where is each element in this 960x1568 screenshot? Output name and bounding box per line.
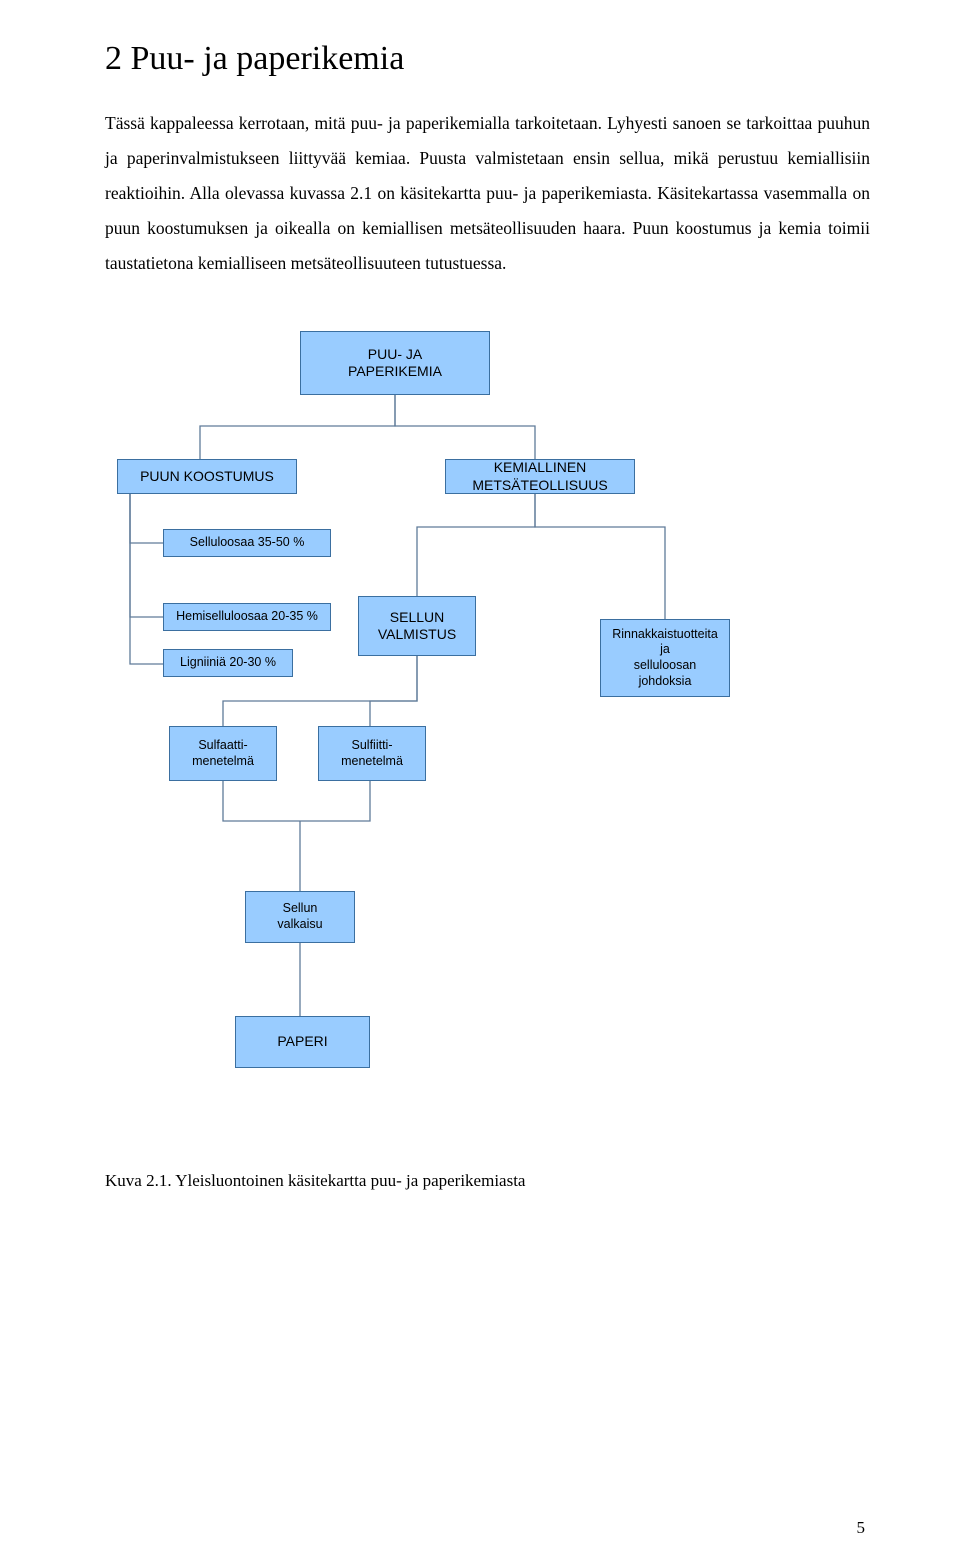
node-sellun-valkaisu: Sellunvalkaisu [245, 891, 355, 943]
node-paperi: PAPERI [235, 1016, 370, 1068]
node-hemiselluloosa: Hemiselluloosaa 20-35 % [163, 603, 331, 631]
node-sulfaatti: Sulfaatti-menetelmä [169, 726, 277, 781]
node-sellun-valmistus: SELLUNVALMISTUS [358, 596, 476, 656]
node-selluloosa: Selluloosaa 35-50 % [163, 529, 331, 557]
intro-paragraph: Tässä kappaleessa kerrotaan, mitä puu- j… [105, 106, 870, 281]
node-kemiallinen-metsa: KEMIALLINENMETSÄTEOLLISUUS [445, 459, 635, 494]
node-ligniini: Ligniiniä 20-30 % [163, 649, 293, 677]
node-rinnakkaistuotteita: Rinnakkaistuotteitajaselluloosanjohdoksi… [600, 619, 730, 697]
figure-caption: Kuva 2.1. Yleisluontoinen käsitekartta p… [105, 1171, 870, 1191]
node-root: PUU- JAPAPERIKEMIA [300, 331, 490, 395]
concept-map: PUU- JAPAPERIKEMIA PUUN KOOSTUMUS KEMIAL… [105, 331, 870, 1161]
node-puun-koostumus: PUUN KOOSTUMUS [117, 459, 297, 494]
node-sulfiitti: Sulfiitti-menetelmä [318, 726, 426, 781]
page-title: 2 Puu- ja paperikemia [105, 40, 870, 78]
page-number: 5 [857, 1518, 866, 1538]
